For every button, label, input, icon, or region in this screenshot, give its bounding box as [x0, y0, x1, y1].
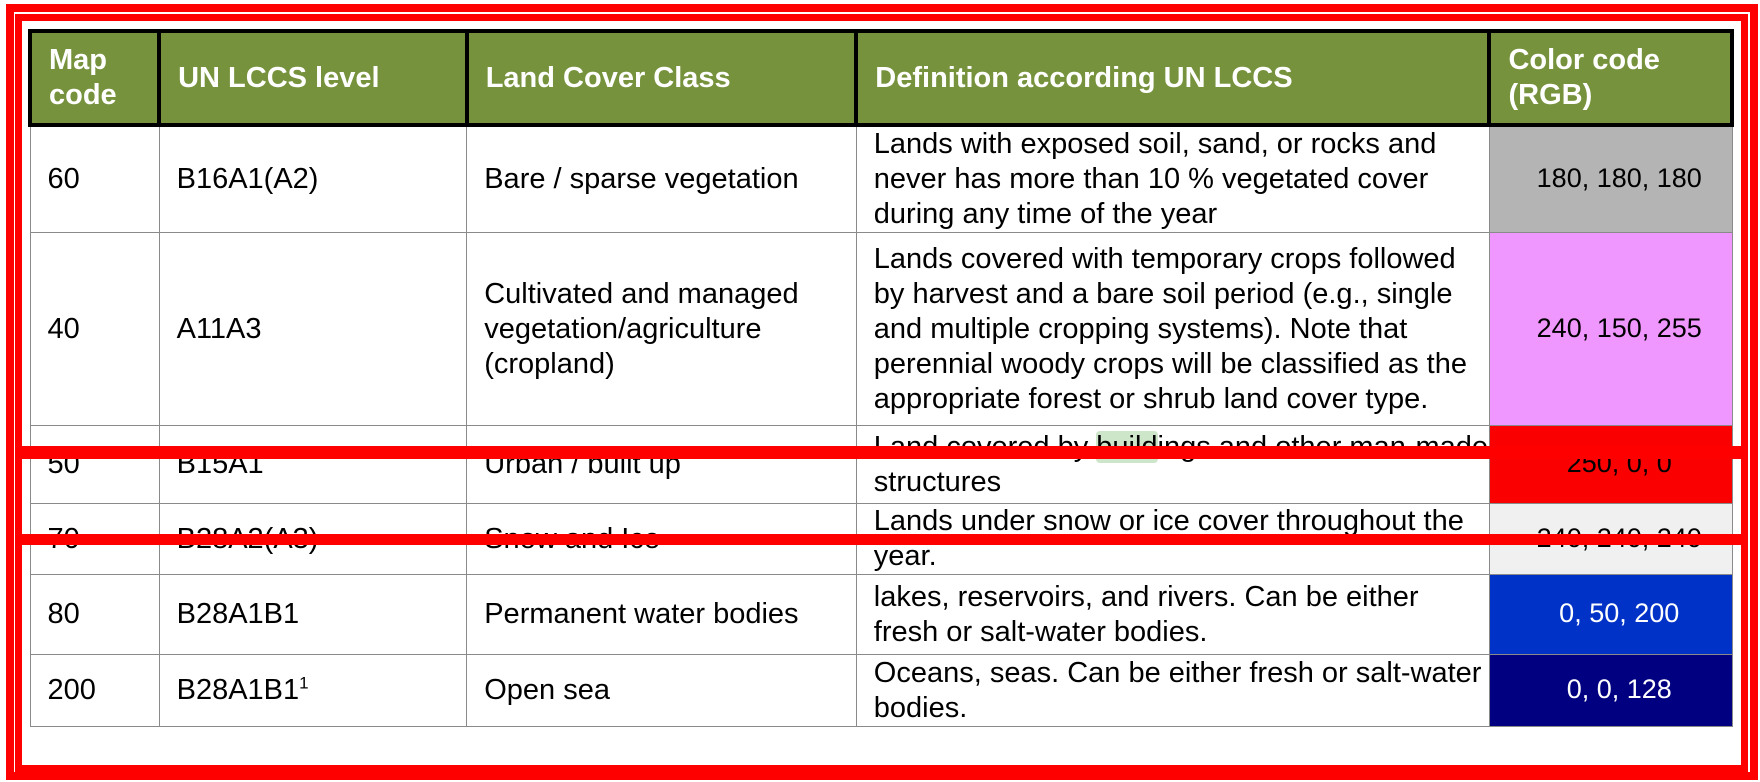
class-cell: Snow and Ice	[466, 503, 857, 575]
rgb-value: 0, 50, 200	[1559, 598, 1680, 628]
class-cell: Bare / sparse vegetation	[466, 124, 857, 233]
color-swatch-cell: 250, 0, 0	[1488, 425, 1733, 504]
table-row: 50 B15A1 Urban / built up Land covered b…	[29, 425, 1733, 504]
color-swatch-cell: 240, 150, 255	[1488, 232, 1733, 426]
rgb-value: 0, 0, 128	[1566, 674, 1672, 704]
table-row: 40 A11A3 Cultivated and managed vegetati…	[29, 232, 1733, 426]
rgb-value: 250, 0, 0	[1566, 448, 1672, 478]
map-code-cell: 200	[29, 654, 160, 727]
definition-cell: Lands under snow or ice cover throughout…	[855, 503, 1490, 575]
color-swatch-cell: 240, 240, 240	[1488, 503, 1733, 575]
land-cover-table: Map code UN LCCS level Land Cover Class …	[27, 29, 1734, 727]
map-code-cell: 40	[29, 232, 160, 426]
class-cell: Urban / built up	[466, 425, 857, 504]
header-land-cover-class: Land Cover Class	[464, 29, 859, 127]
map-code-cell: 70	[29, 503, 160, 575]
class-cell: Cultivated and managed vegetation/agricu…	[466, 232, 857, 426]
lccs-cell: B28A2(A3)	[158, 503, 468, 575]
search-highlight: build	[1096, 430, 1158, 463]
header-lccs-level: UN LCCS level	[157, 29, 469, 127]
definition-text-pre: Land covered by	[873, 430, 1097, 463]
map-code-cell: 80	[29, 574, 160, 655]
definition-cell: Land covered by buildings and other man-…	[855, 425, 1490, 504]
table-header-row: Map code UN LCCS level Land Cover Class …	[27, 29, 1734, 127]
footnote-marker: 1	[299, 673, 309, 693]
lccs-cell: B28A1B1	[158, 574, 468, 655]
lccs-cell: B15A1	[158, 425, 468, 504]
rgb-value: 240, 150, 255	[1536, 312, 1702, 343]
definition-cell: lakes, reservoirs, and rivers. Can be ei…	[855, 574, 1490, 655]
color-swatch-cell: 180, 180, 180	[1488, 124, 1733, 233]
lccs-cell: A11A3	[158, 232, 468, 426]
header-color-code: Color code (RGB)	[1487, 29, 1734, 127]
lccs-cell: B16A1(A2)	[158, 124, 468, 233]
color-swatch-cell: 0, 0, 128	[1488, 654, 1733, 727]
map-code-cell: 50	[29, 425, 160, 504]
map-code-cell: 60	[29, 124, 160, 233]
rgb-value: 180, 180, 180	[1536, 163, 1702, 193]
class-cell: Open sea	[466, 654, 857, 727]
table-row: 80 B28A1B1 Permanent water bodies lakes,…	[29, 574, 1733, 655]
definition-cell: Lands covered with temporary crops follo…	[855, 232, 1490, 426]
color-swatch-cell: 0, 50, 200	[1488, 574, 1733, 655]
header-definition: Definition according UN LCCS	[854, 29, 1492, 127]
rgb-value: 240, 240, 240	[1536, 522, 1702, 553]
table-row: 60 B16A1(A2) Bare / sparse vegetation La…	[29, 124, 1733, 233]
lccs-text: B28A1B1	[176, 674, 300, 706]
table-row: 200 B28A1B11 Open sea Oceans, seas. Can …	[29, 654, 1733, 727]
definition-cell: Oceans, seas. Can be either fresh or sal…	[855, 654, 1490, 727]
class-cell: Permanent water bodies	[466, 574, 857, 655]
table-row: 70 B28A2(A3) Snow and Ice Lands under sn…	[29, 503, 1733, 575]
header-map-code: Map code	[27, 29, 162, 127]
definition-cell: Lands with exposed soil, sand, or rocks …	[855, 124, 1490, 233]
lccs-cell: B28A1B11	[158, 654, 468, 727]
